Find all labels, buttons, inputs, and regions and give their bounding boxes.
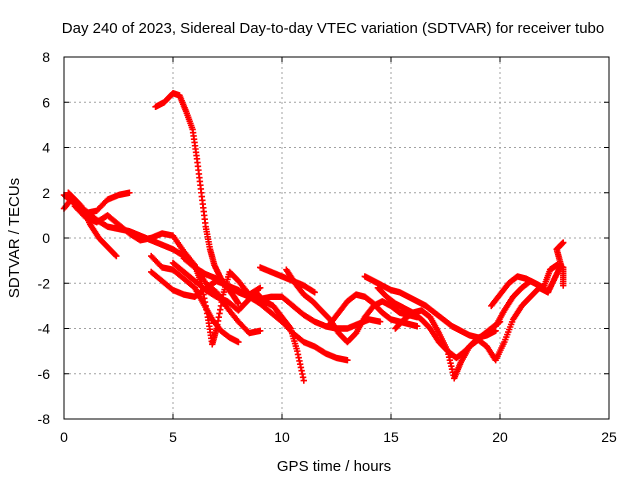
series-arc-3	[65, 189, 133, 217]
x-axis-label: GPS time / hours	[277, 458, 391, 475]
x-tick-label: 10	[274, 429, 290, 445]
data-point	[235, 338, 242, 346]
x-tick-label: 0	[60, 429, 68, 445]
data-point	[560, 282, 567, 289]
series-arc-15	[392, 284, 552, 382]
series-arc-17	[488, 261, 567, 310]
chart-title: Day 240 of 2023, Sidereal Day-to-day VTE…	[62, 20, 604, 37]
data-point	[344, 356, 351, 364]
data-point	[112, 251, 119, 259]
data-point	[300, 377, 307, 384]
series-arc-16	[492, 239, 567, 330]
y-tick-label: -2	[38, 275, 51, 291]
y-tick-label: 4	[42, 140, 50, 156]
data-point	[257, 327, 264, 334]
series-arc-5	[152, 90, 242, 307]
data-point	[113, 252, 120, 260]
y-tick-label: -6	[38, 366, 51, 382]
y-tick-label: 6	[42, 94, 50, 110]
y-tick-label: 2	[42, 185, 50, 201]
data-point	[376, 318, 384, 325]
x-tick-label: 5	[169, 429, 177, 445]
data-point	[235, 300, 242, 307]
x-tick-label: 25	[601, 429, 617, 445]
series-arc-4	[71, 203, 264, 337]
y-axis-label: SDTVAR / TECUs	[6, 178, 23, 298]
y-tick-label: 0	[42, 230, 50, 246]
y-tick-label: -4	[38, 321, 51, 337]
data-point	[311, 289, 318, 296]
y-tick-label: -8	[38, 411, 51, 427]
data-point	[560, 239, 567, 246]
data-point	[126, 189, 133, 196]
data-points	[60, 90, 567, 384]
x-tick-label: 20	[492, 429, 508, 445]
axis-ticks: 0 5 10 15 20 25 -8 -6 -4 -2 0 2 4 6 8	[38, 49, 617, 445]
data-point	[413, 323, 421, 330]
series-arc-9	[148, 268, 351, 364]
x-tick-label: 15	[383, 429, 399, 445]
data-point	[257, 284, 264, 291]
plot-frame	[63, 56, 610, 420]
y-tick-label: 8	[42, 49, 50, 65]
